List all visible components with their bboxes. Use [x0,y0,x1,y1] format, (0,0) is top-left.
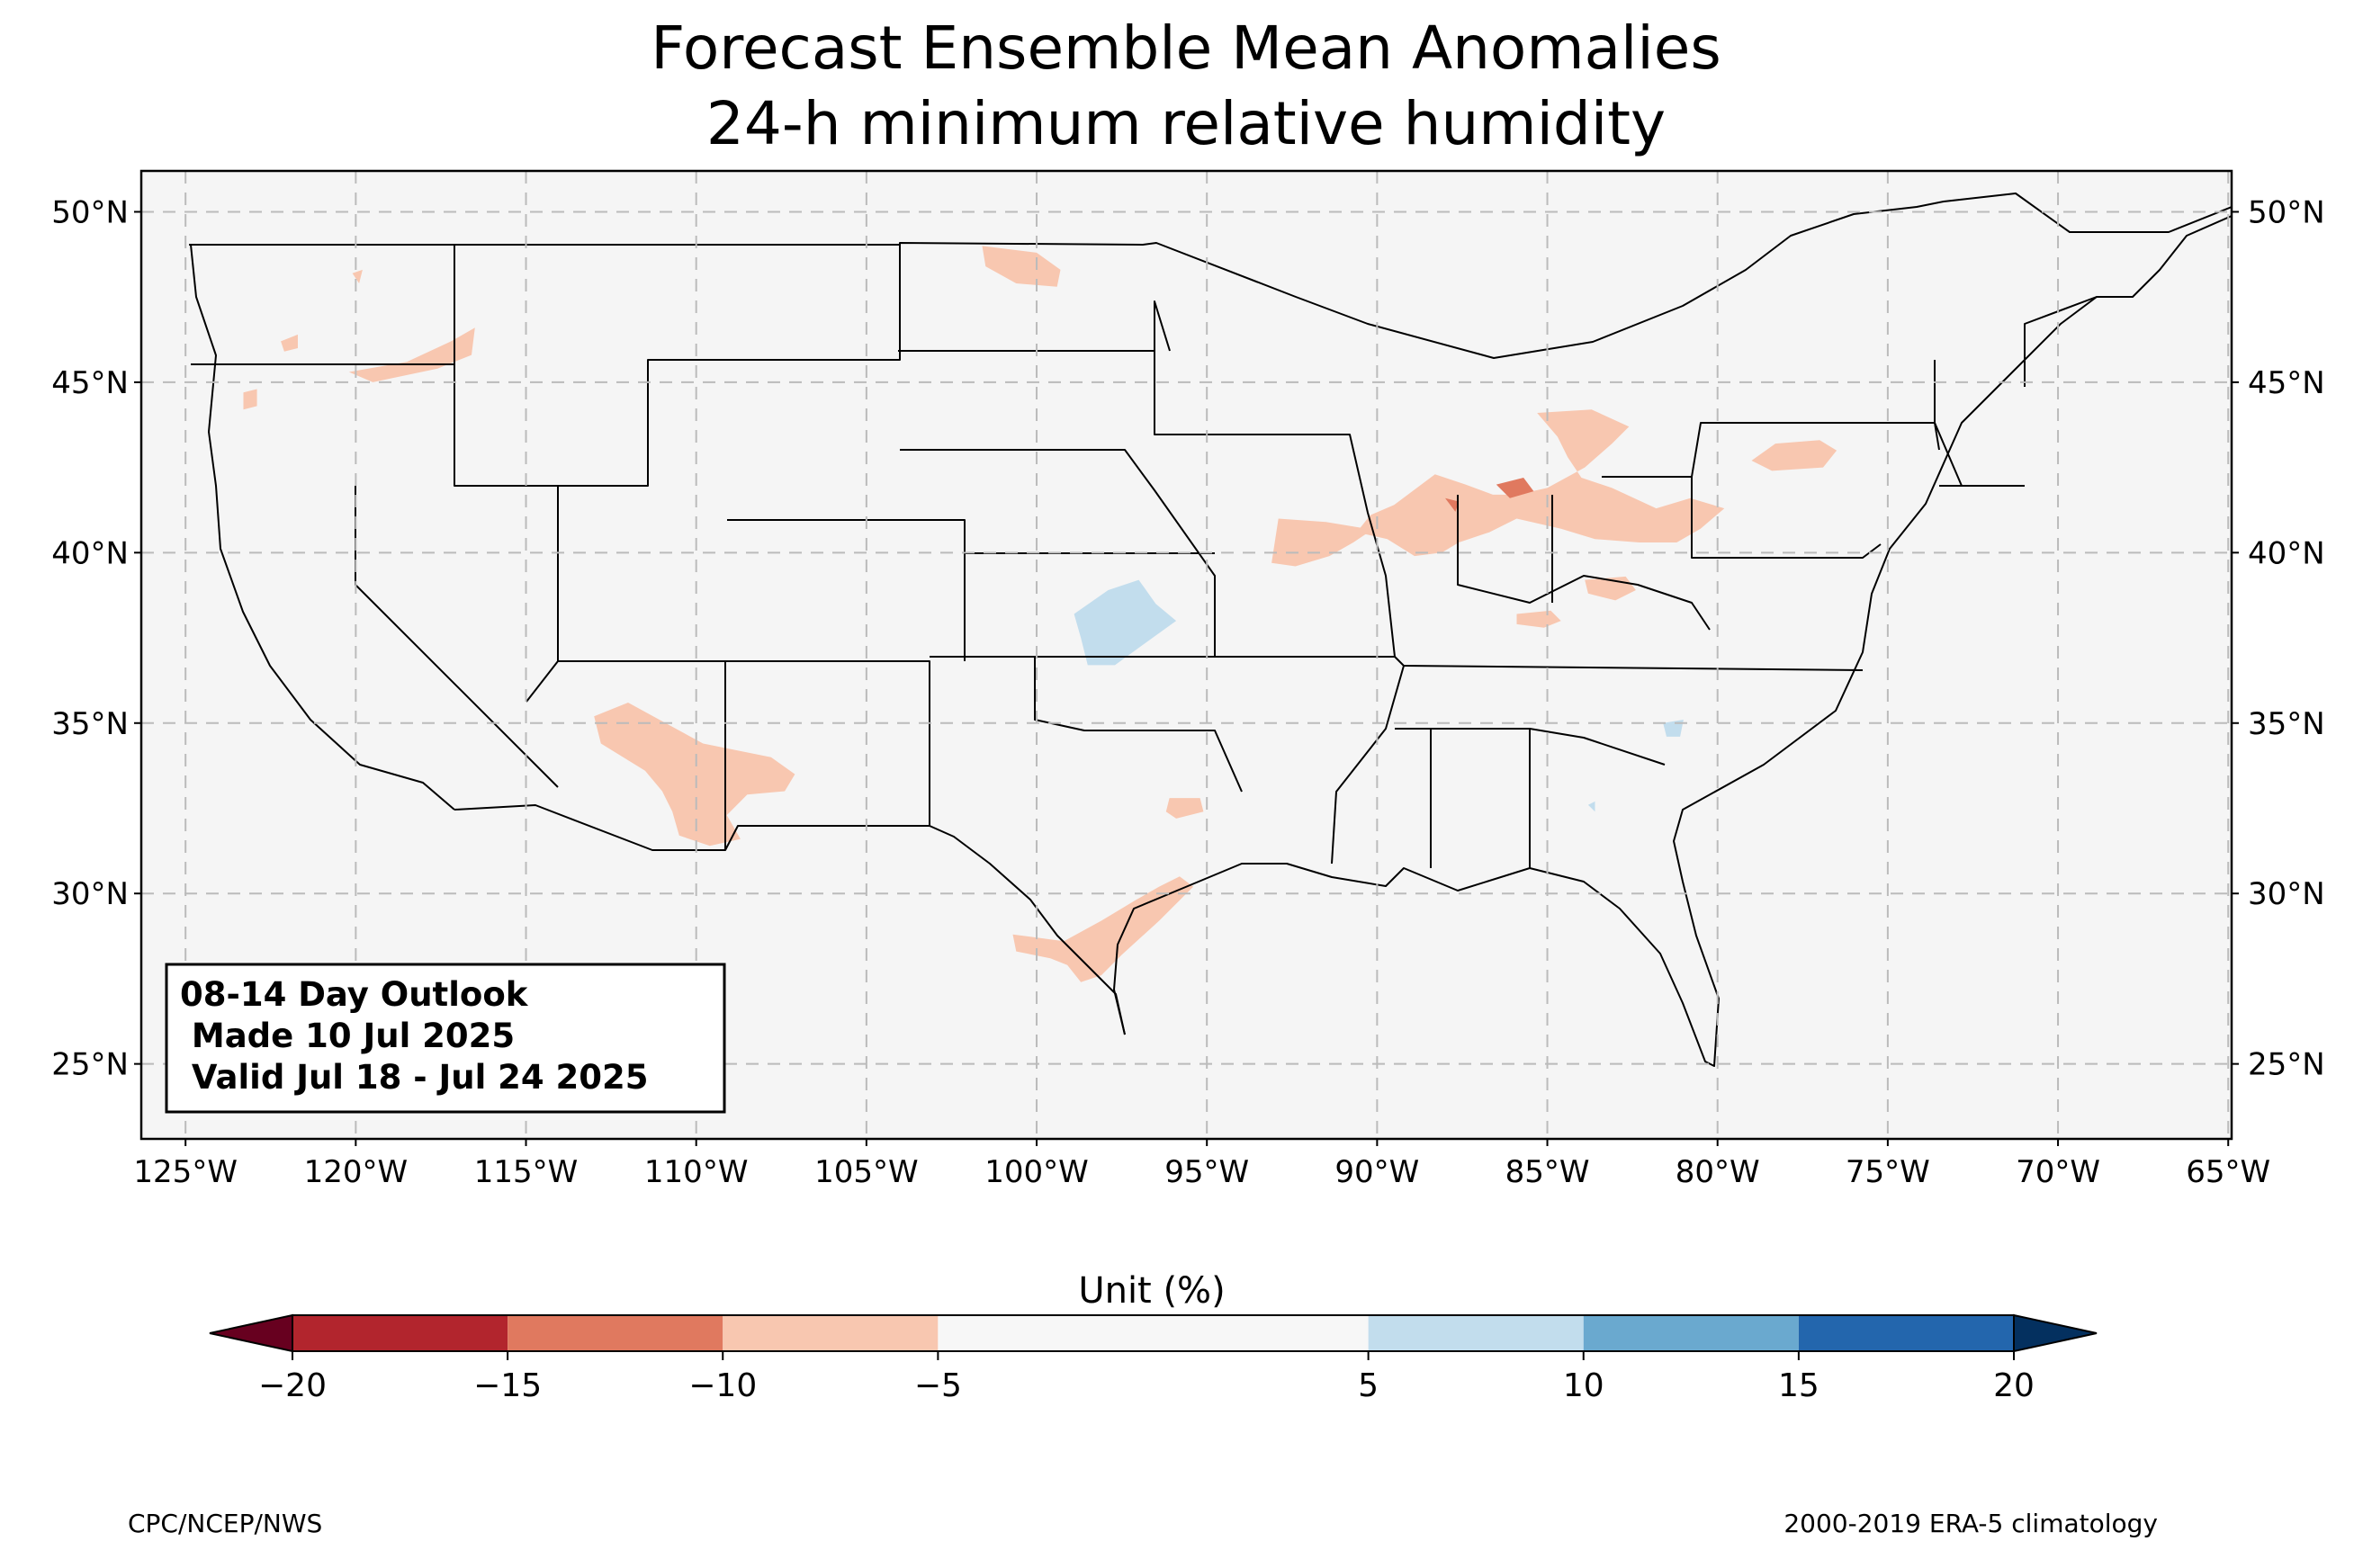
lon-label: 115°W [474,1154,579,1190]
lon-label: 95°W [1164,1154,1249,1190]
lon-label: 90°W [1334,1154,1419,1190]
lat-label-right: 25°N [2248,1047,2325,1083]
colorbar-over-arrow [2013,1313,2098,1353]
colorbar-bin [938,1315,1369,1351]
map-title-line2: 24-h minimum relative humidity [706,89,1666,158]
colorbar-bin [292,1315,508,1351]
colorbar-tick-label: −15 [473,1367,542,1404]
colorbar-bin [508,1315,723,1351]
latitude-labels-right: 50°N 45°N 40°N 35°N 30°N 25°N [2232,194,2325,1083]
lat-label-left: 50°N [51,194,129,230]
colorbar-frame [292,1314,2015,1352]
lat-label-left: 35°N [51,706,129,742]
anomaly-region-georgia-dot [1587,801,1595,812]
lat-label-right: 45°N [2248,365,2325,401]
footer-source: CPC/NCEP/NWS [128,1509,322,1538]
outlook-valid-dates: Valid Jul 18 - Jul 24 2025 [180,1058,649,1097]
lat-label-right: 40°N [2248,535,2325,571]
lon-label: 120°W [304,1154,409,1190]
colorbar-tick-label: −5 [914,1367,962,1404]
lat-label-left: 45°N [51,365,129,401]
lat-label-right: 30°N [2248,876,2325,912]
lat-label-left: 25°N [51,1047,129,1083]
colorbar-tick-label: 15 [1778,1367,1819,1404]
anomaly-region-illinois-indiana [1356,409,1725,557]
anomaly-region-east-texas-dot [1165,798,1204,819]
outlook-box: 08-14 Day Outlook Made 10 Jul 2025 Valid… [165,963,726,1114]
lat-label-right: 50°N [2248,194,2325,230]
anomaly-region-new-york [1751,440,1837,471]
state-borders [189,193,2232,1067]
anomaly-region-oregon-south-dot [243,389,257,410]
footer-climatology: 2000-2019 ERA-5 climatology [1783,1509,2158,1538]
lon-label: 70°W [2016,1154,2100,1190]
colorbar-ticks: −20 −15 −10 −5 5 10 15 20 [258,1351,2035,1404]
anomaly-region-arizona-new-mexico [594,703,795,847]
lon-label: 85°W [1505,1154,1590,1190]
colorbar-tick-label: −10 [688,1367,757,1404]
lat-label-left: 30°N [51,876,129,912]
anomaly-region-oregon-idaho [348,327,475,382]
latitude-labels-left: 50°N 45°N 40°N 35°N 30°N 25°N [51,194,141,1083]
lon-label: 125°W [133,1154,238,1190]
colorbar-bin [723,1315,939,1351]
anomaly-region-kansas-missouri [1271,518,1384,567]
lon-label: 110°W [644,1154,749,1190]
colorbar-bins [292,1315,2014,1351]
anomaly-region-kentucky [1516,610,1561,628]
colorbar-under-arrow [209,1313,293,1353]
lon-label: 80°W [1676,1154,1760,1190]
anomaly-region-washington-dot [352,269,363,283]
colorbar-bin [1583,1315,1799,1351]
lon-label: 65°W [2186,1154,2270,1190]
anomaly-region-oregon-north-dot [281,334,298,352]
colorbar-bin [1368,1315,1584,1351]
lon-label: 75°W [1846,1154,1930,1190]
colorbar-tick-label: 10 [1563,1367,1604,1404]
colorbar-tick-label: 20 [1993,1367,2035,1404]
map-frame [139,169,2233,1141]
anomaly-region-illinois-core [1445,497,1460,512]
outlook-period: 08-14 Day Outlook [180,975,529,1014]
anomaly-region-north-dakota [982,246,1061,287]
anomaly-region-indiana-core [1496,478,1534,498]
lon-label: 105°W [814,1154,919,1190]
colorbar-tick-label: 5 [1358,1367,1379,1404]
colorbar-bin [1798,1315,2014,1351]
longitude-labels: 125°W 120°W 115°W 110°W 105°W 100°W 95°W 90°W 85… [133,1139,2270,1190]
colorbar: Unit (%) −20 −15 −10 −5 5 10 15 20 [209,1270,2098,1404]
lat-label-right: 35°N [2248,706,2325,742]
outlook-box-frame [165,963,726,1114]
outlook-made-date: Made 10 Jul 2025 [180,1017,515,1055]
colorbar-tick-label: −20 [258,1367,327,1404]
anomaly-region-kansas [1074,579,1177,666]
colorbar-label: Unit (%) [1078,1270,1225,1312]
map-title-line1: Forecast Ensemble Mean Anomalies [651,13,1721,83]
lat-label-left: 40°N [51,535,129,571]
lon-label: 100°W [984,1154,1089,1190]
